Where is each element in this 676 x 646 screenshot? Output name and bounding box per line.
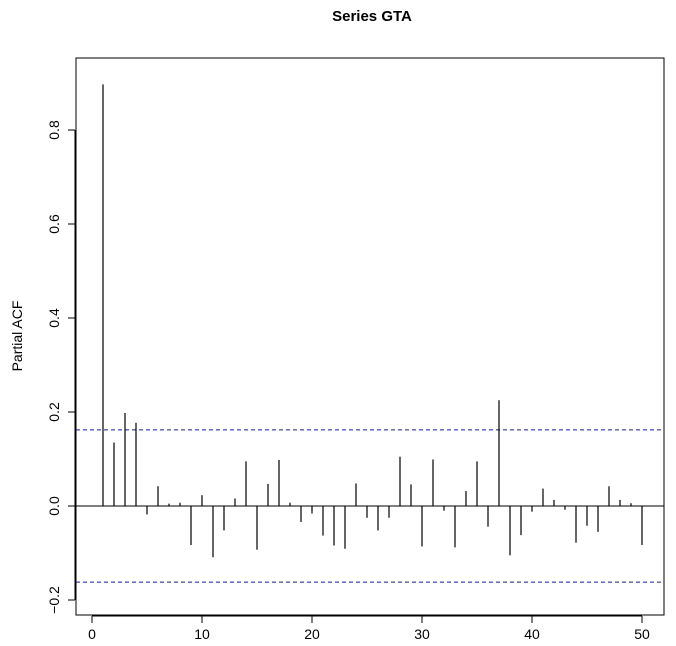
x-tick-label: 0 bbox=[88, 626, 96, 642]
y-tick-label: 0.2 bbox=[46, 402, 62, 422]
x-tick-label: 20 bbox=[304, 626, 320, 642]
x-tick-label: 30 bbox=[414, 626, 430, 642]
x-axis: 0 10 20 30 40 50 bbox=[88, 615, 650, 642]
confidence-bands bbox=[76, 429, 664, 583]
x-tick-label: 40 bbox=[524, 626, 540, 642]
plot-frame bbox=[75, 57, 665, 616]
x-tick-label: 10 bbox=[194, 626, 210, 642]
y-tick-label: 0.4 bbox=[46, 308, 62, 328]
y-axis: −0.2 0.0 0.2 0.4 0.6 0.8 bbox=[46, 120, 76, 614]
y-tick-label: 0.6 bbox=[46, 214, 62, 234]
y-tick-label: −0.2 bbox=[46, 586, 62, 614]
y-axis-label: Partial ACF bbox=[9, 301, 25, 372]
pacf-bars bbox=[102, 84, 643, 558]
y-tick-label: 0.0 bbox=[46, 496, 62, 516]
chart-title: Series GTA bbox=[332, 8, 412, 25]
y-tick-label: 0.8 bbox=[46, 120, 62, 140]
x-tick-label: 50 bbox=[634, 626, 650, 642]
